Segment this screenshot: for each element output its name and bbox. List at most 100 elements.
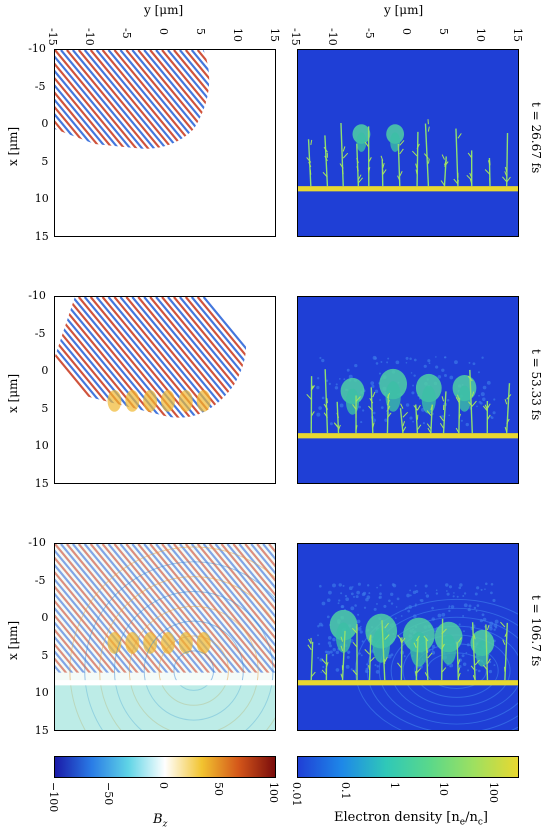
density-speckle — [424, 365, 427, 368]
bz-target-gap — [55, 680, 275, 685]
density-speckle — [373, 412, 376, 415]
density-speckle — [346, 665, 350, 669]
density-speckle — [322, 397, 325, 400]
density-speckle — [404, 655, 406, 657]
y-tick-label: 0 — [400, 28, 413, 35]
density-speckle — [491, 583, 494, 586]
density-speckle — [362, 593, 365, 596]
density-speckle — [444, 374, 447, 377]
density-speckle — [330, 422, 333, 425]
density-speckle — [478, 371, 480, 373]
density-speckle — [393, 584, 397, 588]
density-speckle — [327, 615, 330, 618]
density-speckle — [370, 381, 374, 385]
density-speckle — [360, 626, 362, 628]
density-speckle — [438, 614, 442, 618]
density-speckle — [457, 596, 459, 598]
x-tick-label: -5 — [35, 327, 46, 340]
density-speckle — [490, 592, 493, 595]
density-speckle — [350, 606, 354, 610]
top-axis-label-left: y [μm] — [144, 3, 183, 17]
bz-hotspot — [143, 390, 157, 412]
density-speckle — [425, 585, 428, 588]
x-tick-label: 10 — [35, 686, 49, 699]
bz-background — [55, 297, 275, 483]
x-tick-label: 0 — [41, 611, 48, 624]
bz-transmitted-region — [55, 685, 275, 730]
time-label-row2: t = 53.33 fs — [529, 349, 543, 420]
density-speckle — [320, 671, 322, 673]
density-speckle — [463, 630, 465, 632]
density-speckle — [338, 599, 340, 601]
x-tick-label: -10 — [28, 42, 46, 55]
density-speckle — [462, 615, 464, 617]
density-colorbar-label: Electron density [ne/nc] — [334, 810, 488, 828]
density-speckle — [426, 594, 429, 597]
density-speckle — [435, 365, 438, 368]
density-speckle — [341, 605, 344, 608]
density-speckle — [436, 589, 438, 591]
time-label-row1: t = 26.67 fs — [529, 102, 543, 173]
density-speckle — [476, 610, 478, 612]
density-colorbar-tick: 0.1 — [339, 782, 352, 800]
density-speckle — [377, 665, 379, 667]
density-speckle — [319, 585, 322, 588]
density-speckle — [445, 583, 448, 586]
density-speckle — [495, 620, 499, 624]
bz-colorbar-tick: 0 — [157, 782, 170, 789]
density-speckle — [494, 664, 496, 666]
density-filament — [507, 133, 508, 186]
density-speckle — [414, 359, 417, 362]
density-speckle — [348, 652, 350, 654]
density-speckle — [332, 638, 336, 642]
density-speckle — [352, 586, 354, 588]
target-layer — [298, 186, 518, 191]
density-speckle — [351, 668, 353, 670]
density-speckle — [464, 592, 466, 594]
density-speckle — [345, 595, 347, 597]
density-filament-branch — [327, 398, 328, 403]
density-speckle — [493, 411, 496, 414]
density-speckle — [396, 360, 400, 364]
density-plume-stem — [441, 634, 456, 664]
target-layer — [298, 433, 518, 438]
left-axis-label-row1: x [μm] — [6, 127, 20, 166]
x-tick-label: -5 — [35, 80, 46, 93]
x-tick-label: 15 — [35, 724, 49, 737]
density-speckle — [317, 634, 319, 636]
density-speckle — [360, 630, 363, 633]
density-speckle — [466, 423, 469, 426]
density-speckle — [459, 583, 462, 586]
bz-hotspot — [179, 632, 193, 654]
density-speckle — [493, 628, 495, 630]
density-speckle — [345, 597, 349, 601]
density-speckle — [492, 599, 495, 602]
density-speckle — [407, 610, 410, 613]
density-speckle — [449, 585, 452, 588]
density-speckle — [442, 613, 446, 617]
density-speckle — [318, 643, 320, 645]
x-tick-label: 0 — [41, 117, 48, 130]
density-speckle — [401, 615, 403, 617]
density-speckle — [362, 409, 364, 411]
density-speckle — [406, 362, 408, 364]
density-speckle — [340, 592, 342, 594]
density-speckle — [467, 669, 469, 671]
bz-background — [55, 50, 275, 236]
density-speckle — [387, 358, 389, 360]
density-speckle — [477, 604, 480, 607]
density-colorbar-gradient — [298, 757, 518, 777]
density-speckle — [336, 651, 339, 654]
density-speckle — [410, 594, 412, 596]
density-speckle — [374, 357, 377, 360]
density-speckle — [411, 372, 413, 374]
density-speckle — [396, 606, 398, 608]
target-layer — [298, 680, 518, 685]
density-speckle — [475, 669, 477, 671]
density-speckle — [446, 590, 448, 592]
density-speckle — [376, 603, 378, 605]
density-speckle — [364, 607, 366, 609]
density-speckle — [438, 375, 441, 378]
density-filament — [459, 398, 460, 433]
